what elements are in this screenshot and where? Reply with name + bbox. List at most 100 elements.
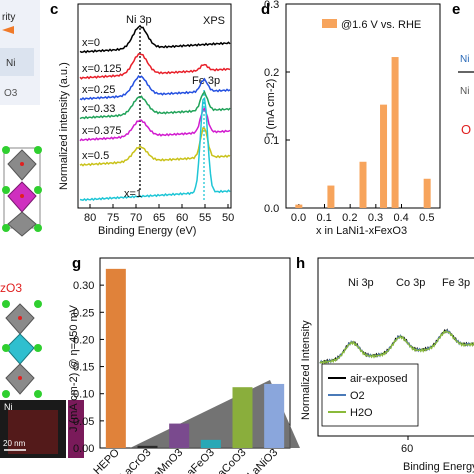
panel-g-bars [105,268,285,448]
panel-g-category-label: LaCoO3 [211,447,248,474]
panel-h-legend: air-exposed O2 H2O [328,373,407,419]
panel-h-curve [319,330,474,365]
panel-d-bar [380,104,388,208]
panel-g-ytick-label: 0.25 [73,307,94,319]
crystal-structure-top [2,146,42,237]
panel-g: g J (mA cm-2) @ η=450 mV 0.00 0.05 0.10 0.1… [68,255,300,474]
panel-g-bar [232,387,253,448]
eds-label: Ni [4,402,13,412]
panel-g-category-label: LaFeO3 [180,447,217,474]
xps-curve [79,90,231,120]
panel-d-xtick-label: 0.0 [291,212,306,224]
eds-map-right [68,400,84,458]
panel-g-category-label: LaCrO3 [118,447,154,474]
panel-c-label: c [50,1,58,18]
panel-d: d J (mA cm-2) x in LaNi1-xFexO3 @1.6 V v… [261,0,441,237]
right-fragment-ni-2: Ni [460,86,469,97]
panel-h-peak-label: Fe 3p [442,277,470,289]
panel-g-category-label: HEPO [91,446,122,474]
panel-c-curve-labels: x=0 x=0.125 x=0.25 x=0.33 x=0.375 x=0.5 x=1 [82,37,142,200]
panel-g-category-label: LaNiO3 [245,447,280,474]
left-strip: rity Ni O3 zO3 [0,0,84,458]
panel-d-ytick-label: 0.3 [264,0,279,11]
panel-g-ytick-label: 0.05 [73,416,94,428]
xps-curve [79,96,231,202]
right-fragment-ni: Ni [460,54,469,65]
panel-g-ytick-label: 0.10 [73,389,94,401]
panel-h-frame [317,257,474,437]
panel-g-ytick-label: 0.30 [73,280,94,292]
right-fragment-o: O [461,122,471,137]
xps-curve-label: x=0.125 [82,63,121,75]
panel-g-bar [137,445,158,448]
left-fragment-rity: rity [2,12,15,23]
peak-ni-label: Ni 3p [126,14,152,26]
panel-c: c Normalized intensity (a.u.) Binding En… [50,1,234,237]
panel-h-xlabel: Binding Energy [403,461,474,473]
xps-curve-label: x=0.375 [82,125,121,137]
panel-g-label: g [72,255,81,272]
left-fragment-o3: O3 [4,88,18,99]
panel-d-bar [359,161,367,208]
xps-curve [79,24,231,54]
panel-d-legend-swatch [322,19,337,28]
panel-h-peak-label: Co 3p [396,277,425,289]
panel-d-xtick-label: 0.3 [368,212,383,224]
left-fragment-ni: Ni [6,58,15,69]
panel-d-bars [295,57,431,208]
panel-g-bar [169,423,190,448]
crystal-structure-bottom [2,300,42,398]
panel-h-curves [319,328,474,365]
panel-h-xtick: 60 [401,443,413,455]
panel-d-bar [295,204,303,208]
panel-c-xtick-label: 80 [84,212,96,224]
panel-h-peak-label: Ni 3p [348,277,374,289]
panel-d-xtick-label: 0.4 [394,212,409,224]
xps-curve [79,107,231,142]
xps-curve-label: x=0.25 [82,84,115,96]
panel-c-ylabel: Normalized intensity (a.u.) [58,62,70,190]
panel-d-xlabel: x in LaNi1-xFexO3 [316,225,407,237]
panel-c-xtick-label: 55 [199,212,211,224]
panel-c-curves [79,24,231,202]
panel-g-bar [200,439,221,448]
scalebar-label: 20 nm [3,439,26,448]
xps-curve-label: x=0.5 [82,150,109,162]
panel-c-xtick-label: 75 [107,212,119,224]
panel-c-xlabel: Binding Energy (eV) [98,225,196,237]
panel-d-legend: @1.6 V vs. RHE [341,19,421,31]
panel-d-ticks: 0.0 0.1 0.2 0.3 0.0 0.1 0.2 0.3 0.4 0.5 [264,0,434,224]
panel-g-ytick-label: 0.00 [73,443,94,455]
panel-c-tag: XPS [203,15,225,27]
xps-curve-label: x=0 [82,37,100,49]
panel-d-bar [391,57,399,208]
panel-h-legend-label: H2O [350,407,373,419]
panel-d-ytick-label: 0.0 [264,203,279,215]
panel-g-ylabel: J (mA cm-2) @ η=450 mV [68,304,80,432]
panel-d-ylabel: J (mA cm-2) [265,79,277,138]
panel-h-ylabel: Normalized Intensity [300,320,312,420]
panel-d-ytick-label: 0.2 [264,67,279,79]
panel-g-category-label: LaMnO3 [147,447,185,474]
panel-e-label: e [452,1,460,18]
panel-h-legend-label: O2 [350,390,365,402]
panel-c-xtick-label: 65 [153,212,165,224]
panel-c-xticks: 80 75 70 65 60 55 50 [84,204,234,224]
panel-d-xtick-label: 0.2 [342,212,357,224]
panel-h-peak-labels: Ni 3p Co 3p Fe 3p [348,277,470,289]
panel-e: e Ni Ni O [452,1,474,137]
xps-curve-label: x=0.33 [82,103,115,115]
xps-curve [79,127,231,167]
panel-c-xtick-label: 70 [130,212,142,224]
panel-d-bar [327,185,335,208]
panel-g-ticks: 0.00 0.05 0.10 0.15 0.20 0.25 0.30 [73,280,104,455]
xps-curve-label: x=1 [124,188,142,200]
panel-g-bar [105,268,126,448]
arrow-icon [2,26,14,34]
panel-g-ytick-label: 0.20 [73,334,94,346]
panel-d-xtick-label: 0.1 [317,212,332,224]
panel-h: h Normalized Intensity Binding Energy 60… [296,255,474,473]
